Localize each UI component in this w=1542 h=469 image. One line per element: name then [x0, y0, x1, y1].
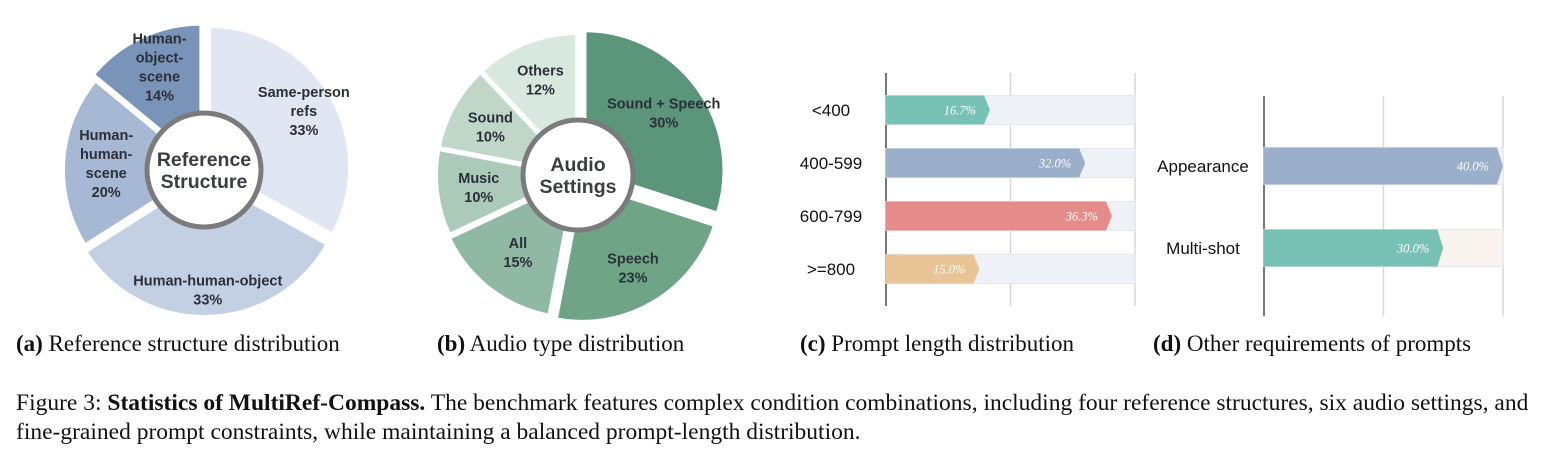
audio-slice-label-0: Sound + Speech 30%	[607, 96, 720, 131]
req-category-label-0: Appearance	[1157, 157, 1249, 176]
req-bar-0	[1264, 147, 1503, 185]
ref-slice-2	[60, 78, 206, 248]
audio-center-ring	[520, 117, 636, 233]
length-bar-2	[886, 201, 1112, 231]
ref-center-ring	[144, 110, 264, 230]
audio-slice-label-4: Sound 10%	[468, 110, 513, 145]
length-bar-1	[886, 148, 1086, 178]
audio-center-label: Audio Settings	[540, 154, 617, 198]
audio-slice-label-1: Speech 23%	[607, 252, 659, 287]
caption-a: (a) Reference structure distribution	[16, 331, 340, 356]
length-value-label-2: 36.3%	[1065, 210, 1098, 224]
ref-center-label: Reference Structure	[157, 149, 251, 193]
req-value-label-0: 40.0%	[1457, 160, 1489, 174]
length-bar-3	[886, 254, 980, 284]
prompt-length-bar-chart: 16.7% <400 32.0% 400-599 36.3% 600-799 15.0% >=…	[800, 73, 1136, 306]
caption-b: (b) Audio type distribution	[437, 331, 685, 356]
req-category-label-1: Multi-shot	[1166, 239, 1240, 258]
length-category-label-3: >=800	[807, 260, 855, 279]
ref-slice-label-3: Human-object-scene 14%	[132, 31, 186, 104]
ref-slice-1	[83, 174, 330, 319]
length-value-label-1: 32.0%	[1038, 157, 1071, 171]
ref-slice-label-0: Same-person refs 33%	[258, 85, 350, 139]
length-value-label-3: 15.0%	[933, 263, 965, 277]
audio-slice-label-2: All 15%	[503, 236, 532, 271]
ref-slice-label-2: Human-human-scene 20%	[79, 128, 133, 201]
req-value-label-1: 30.0%	[1396, 242, 1429, 256]
audio-slice-label-5: Others 12%	[517, 64, 564, 99]
length-category-label-2: 600-799	[800, 207, 862, 226]
reference-structure-donut: Same-person refs 33% Human-human-object 33% H…	[60, 21, 353, 319]
length-category-label-1: 400-599	[800, 154, 862, 173]
audio-settings-donut: Sound + Speech 30% Speech 23% All 15% Music 10%…	[434, 28, 727, 324]
caption-d: (d) Other requirements of prompts	[1153, 331, 1472, 356]
audio-slice-label-3: Music 10%	[458, 171, 499, 206]
caption-c: (c) Prompt length distribution	[800, 331, 1075, 356]
req-bar-1	[1264, 229, 1444, 267]
length-category-label-0: <400	[812, 101, 850, 120]
length-value-label-0: 16.7%	[944, 104, 976, 118]
ref-slice-label-1: Human-human-object 33%	[133, 274, 282, 309]
length-bar-0	[886, 95, 990, 125]
other-requirements-bar-chart: 40.0% Appearance 30.0% Multi-shot	[1157, 96, 1504, 316]
figure-caption: Figure 3: Statistics of MultiRef-Compass…	[16, 390, 1529, 445]
